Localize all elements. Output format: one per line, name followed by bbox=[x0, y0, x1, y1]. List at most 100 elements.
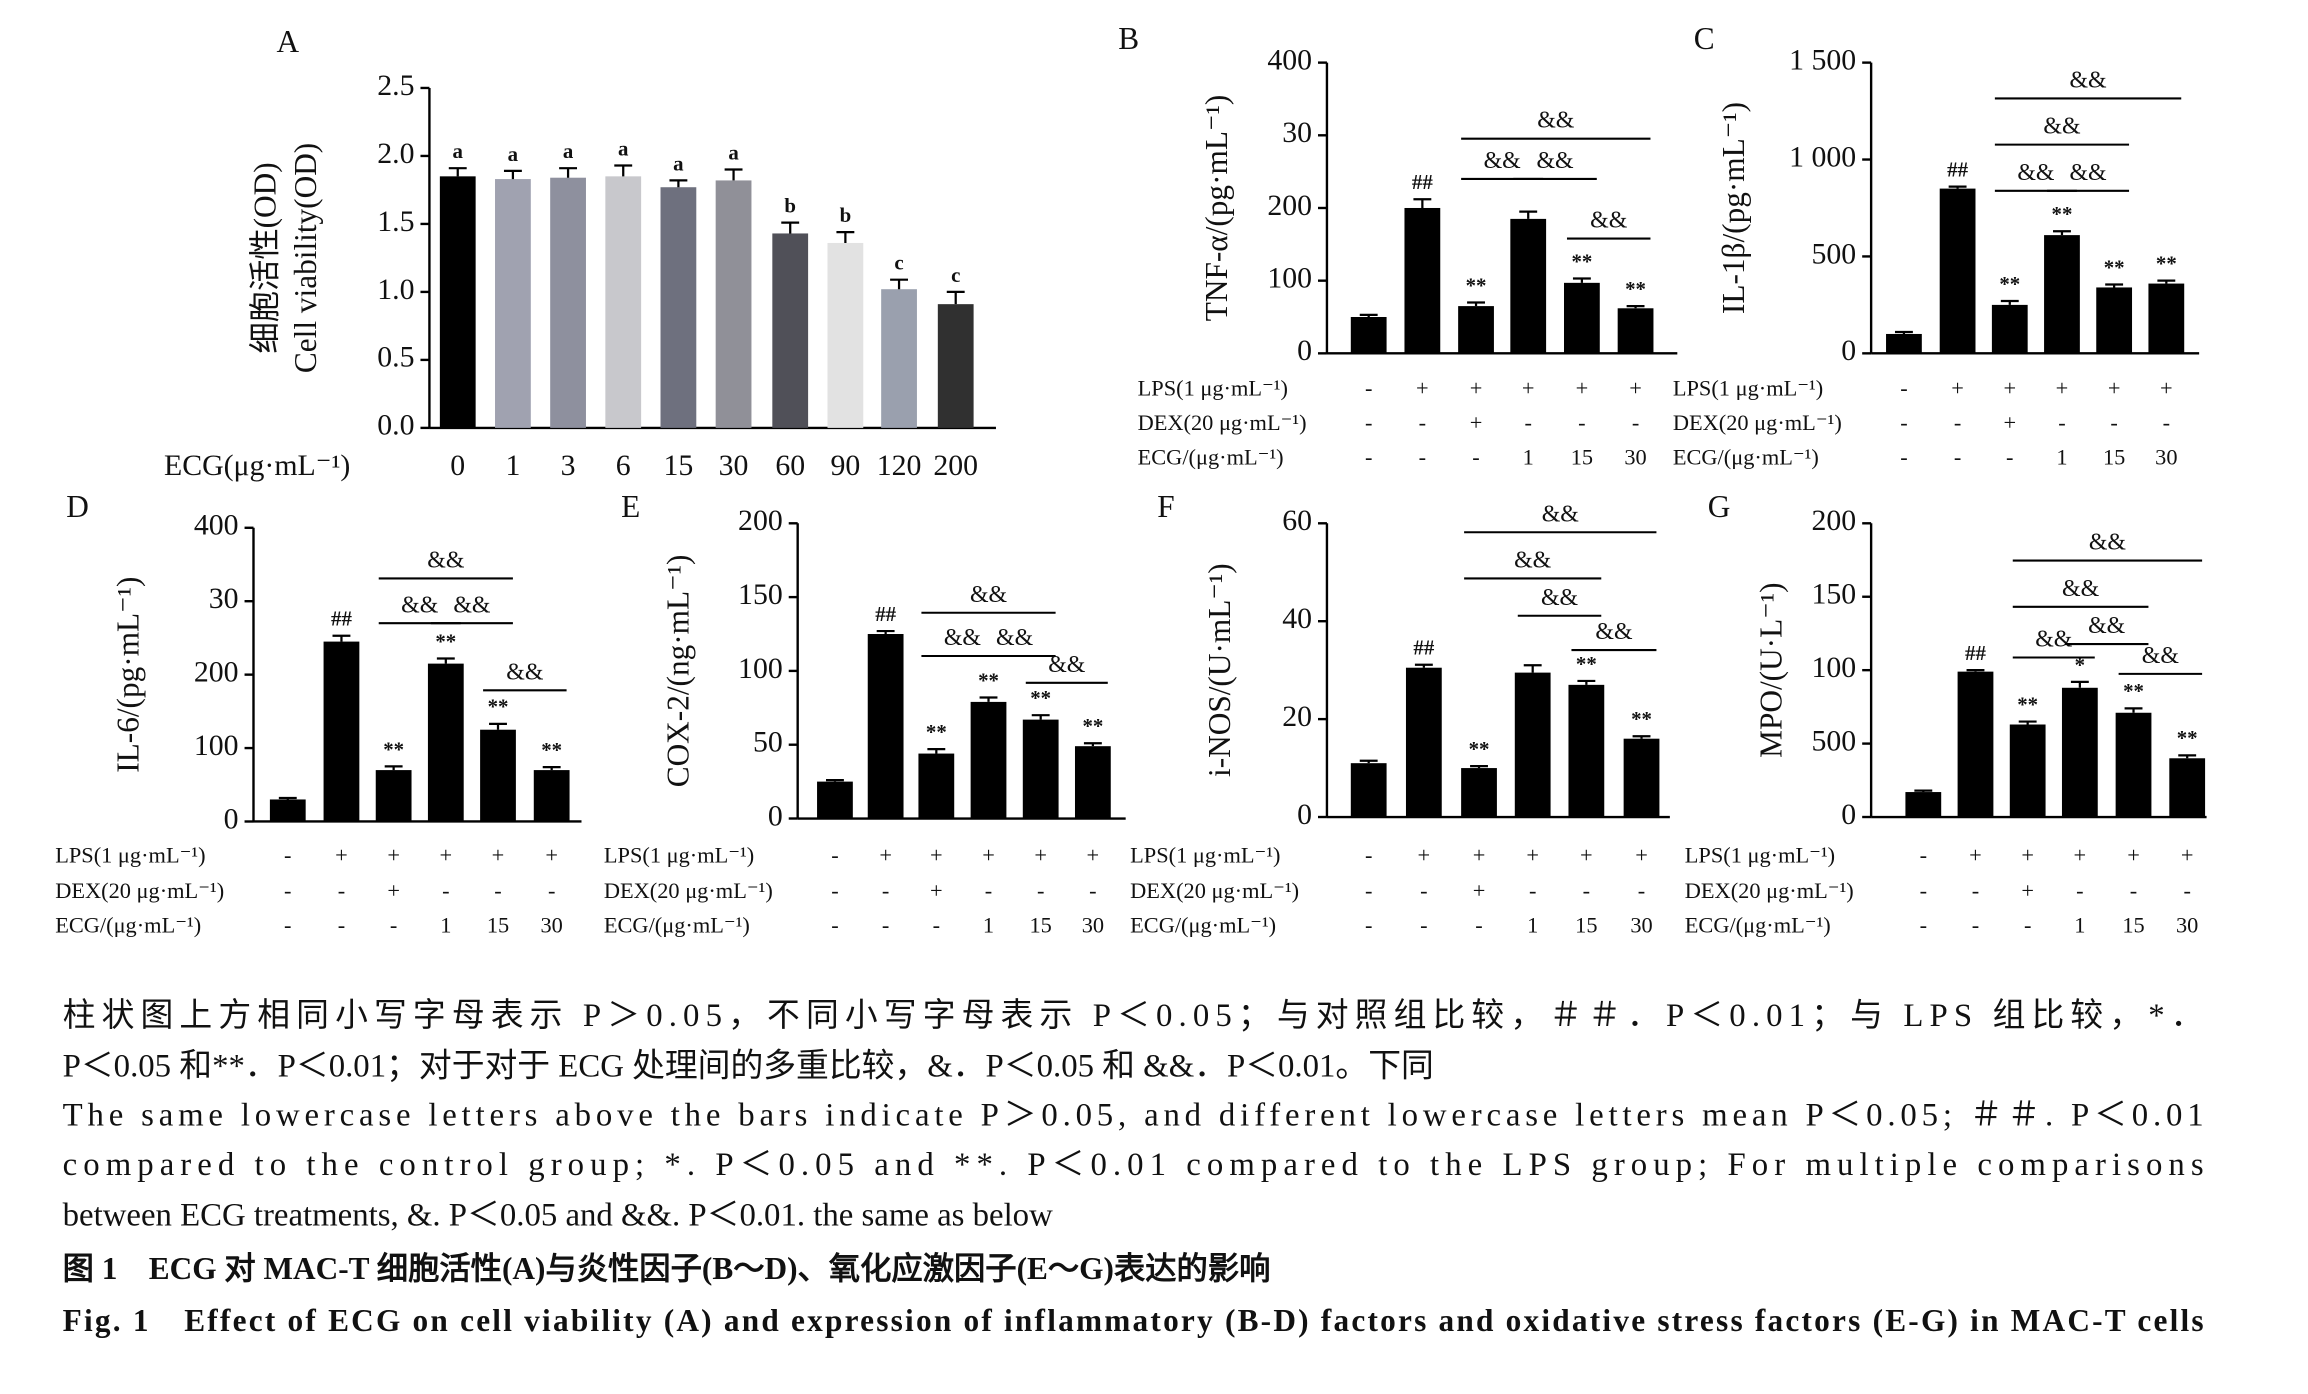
y-axis-label: i-NOS/(U·mL⁻¹) bbox=[1202, 563, 1237, 777]
bar bbox=[867, 634, 904, 819]
error-bar bbox=[876, 629, 895, 635]
condition-label: ECG/(μg·mL⁻¹) bbox=[1138, 444, 1284, 469]
bar bbox=[1458, 306, 1494, 354]
condition-value: + bbox=[930, 878, 943, 903]
comparison-label: && bbox=[2043, 114, 2081, 140]
condition-value: - bbox=[933, 912, 940, 937]
comparison-label: && bbox=[970, 582, 1008, 608]
error-bar bbox=[503, 169, 522, 180]
significance-label: ## bbox=[331, 607, 352, 631]
condition-value: + bbox=[879, 842, 892, 867]
significance-label: ** bbox=[2156, 252, 2177, 276]
significance-label: ** bbox=[1999, 272, 2020, 296]
error-bar bbox=[1031, 714, 1050, 720]
y-tick-label: 1 000 bbox=[1789, 140, 1856, 173]
condition-value: + bbox=[930, 842, 943, 867]
bar bbox=[1564, 282, 1600, 354]
bar bbox=[2148, 283, 2185, 354]
error-bar bbox=[1523, 664, 1542, 673]
condition-value: - bbox=[1972, 878, 1979, 903]
comparison-label: && bbox=[1590, 208, 1628, 234]
bar bbox=[1568, 684, 1605, 818]
condition-value: - bbox=[1365, 842, 1372, 867]
condition-label: DEX(20 μg·mL⁻¹) bbox=[1138, 410, 1307, 435]
x-axis-label: ECG(μg·mL⁻¹) bbox=[164, 449, 350, 482]
condition-label: ECG/(μg·mL⁻¹) bbox=[55, 912, 201, 937]
y-axis-label: TNF-α/(pg·mL⁻¹) bbox=[1199, 95, 1234, 322]
y-tick-label: 0 bbox=[224, 802, 239, 835]
condition-value: - bbox=[831, 878, 838, 903]
condition-value: + bbox=[1087, 842, 1100, 867]
significance-label: ** bbox=[1576, 652, 1597, 676]
x-tick-label: 90 bbox=[830, 449, 860, 482]
significance-label: ## bbox=[1413, 636, 1434, 660]
y-tick-label: 100 bbox=[194, 729, 239, 762]
condition-value: + bbox=[2056, 376, 2069, 401]
error-bar bbox=[836, 230, 855, 243]
significance-label: ** bbox=[2052, 202, 2073, 226]
condition-label: ECG/(μg·mL⁻¹) bbox=[1685, 912, 1831, 937]
condition-value: - bbox=[1472, 444, 1479, 469]
bar bbox=[1957, 671, 1994, 818]
error-bar bbox=[1577, 679, 1596, 685]
condition-value: - bbox=[1419, 410, 1426, 435]
condition-value: - bbox=[390, 912, 397, 937]
x-tick-label: 200 bbox=[933, 449, 978, 482]
x-tick-label: 3 bbox=[561, 449, 576, 482]
significance-label: a bbox=[453, 139, 464, 163]
condition-label: LPS(1 μg·mL⁻¹) bbox=[604, 842, 754, 867]
significance-label: b bbox=[784, 193, 796, 217]
condition-value: - bbox=[2183, 878, 2190, 903]
bar bbox=[1514, 672, 1551, 818]
condition-value: + bbox=[335, 842, 348, 867]
bar bbox=[2009, 724, 2046, 818]
y-tick-label: 2.0 bbox=[377, 137, 414, 170]
y-tick-label: 50 bbox=[753, 726, 783, 759]
condition-value: + bbox=[1951, 376, 1964, 401]
y-tick-label: 200 bbox=[1267, 189, 1312, 222]
bar bbox=[881, 289, 917, 428]
condition-value: - bbox=[2076, 878, 2083, 903]
bar bbox=[2169, 758, 2206, 818]
y-tick-label: 0 bbox=[1841, 798, 1856, 831]
bar bbox=[1991, 304, 2028, 354]
y-tick-label: 2.5 bbox=[377, 69, 414, 102]
condition-value: + bbox=[387, 878, 400, 903]
condition-value: 30 bbox=[1624, 444, 1646, 469]
bar bbox=[1074, 746, 1111, 819]
significance-label: ** bbox=[926, 720, 947, 744]
condition-value: - bbox=[1583, 878, 1590, 903]
panel-label: A bbox=[276, 24, 299, 59]
bar bbox=[605, 176, 642, 428]
panel-label: F bbox=[1157, 489, 1174, 524]
condition-value: - bbox=[442, 878, 449, 903]
condition-label: DEX(20 μg·mL⁻¹) bbox=[1673, 410, 1842, 435]
comparison-label: && bbox=[1537, 148, 1575, 174]
condition-value: - bbox=[1900, 410, 1907, 435]
y-tick-label: 0.5 bbox=[377, 341, 414, 374]
bar bbox=[1461, 768, 1497, 818]
y-tick-label: 500 bbox=[1812, 237, 1857, 270]
condition-value: + bbox=[387, 842, 400, 867]
y-tick-label: 200 bbox=[194, 655, 239, 688]
condition-value: 15 bbox=[1571, 444, 1593, 469]
significance-label: ** bbox=[1030, 686, 1051, 710]
error-bar bbox=[2157, 279, 2176, 284]
bar bbox=[1350, 763, 1387, 818]
bar bbox=[427, 663, 464, 822]
condition-value: - bbox=[1632, 410, 1639, 435]
condition-value: - bbox=[2058, 410, 2065, 435]
condition-value: + bbox=[2003, 410, 2016, 435]
error-bar bbox=[724, 168, 743, 181]
condition-value: + bbox=[1416, 376, 1429, 401]
error-bar bbox=[669, 179, 688, 188]
significance-label: ** bbox=[1625, 277, 1646, 301]
note: The same lowercase letters above the bar… bbox=[63, 1098, 2204, 1134]
comparison-label: && bbox=[2142, 643, 2180, 669]
condition-value: - bbox=[284, 878, 291, 903]
error-bar bbox=[2178, 754, 2197, 759]
significance-label: ** bbox=[435, 629, 456, 653]
condition-value: 30 bbox=[2176, 912, 2198, 937]
condition-value: + bbox=[1635, 842, 1648, 867]
